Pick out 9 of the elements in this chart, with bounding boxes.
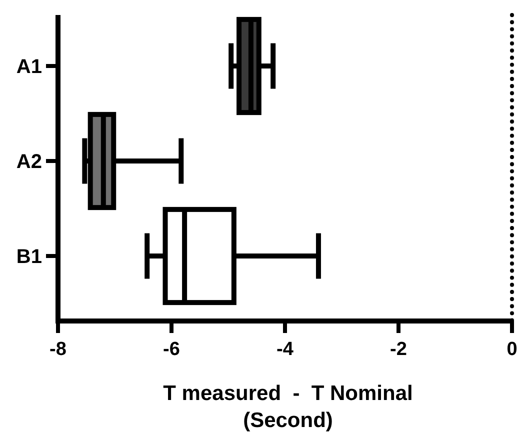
x-tick-label: -8 xyxy=(50,339,66,360)
y-tick-label: A1 xyxy=(16,56,42,78)
x-tick-label: -2 xyxy=(390,339,407,360)
x-tick-label: 0 xyxy=(506,339,518,360)
y-tick-label: B1 xyxy=(16,246,42,268)
x-tick-label: -4 xyxy=(276,339,294,360)
x-tick-label: -6 xyxy=(163,339,180,360)
y-tick-label: A2 xyxy=(16,151,42,173)
x-axis-title: T measured - T Nominal (Second) xyxy=(163,382,413,432)
